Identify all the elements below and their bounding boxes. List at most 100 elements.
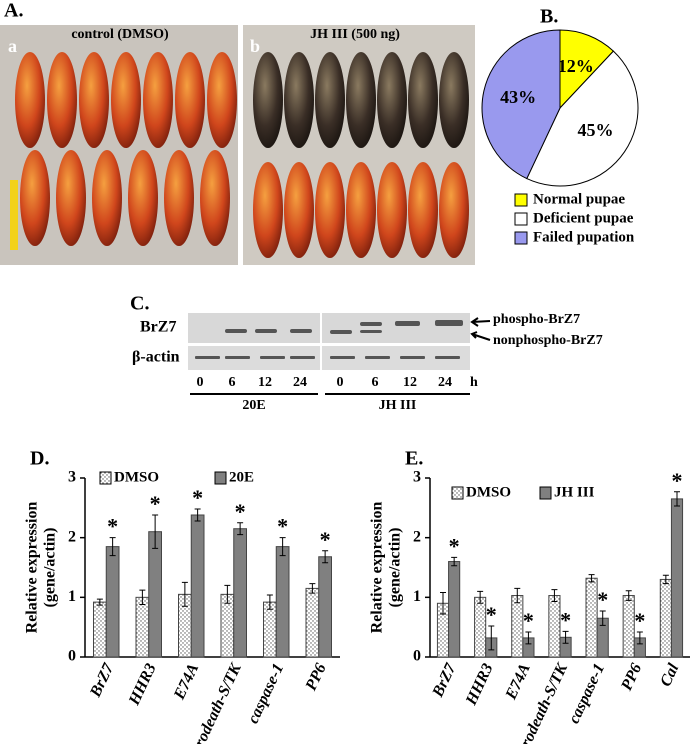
bar (585, 577, 598, 658)
error-bar (525, 631, 532, 645)
panel-label: C. (130, 293, 149, 315)
error-bar (266, 594, 273, 610)
x-tick-label: E74A (171, 661, 203, 703)
significance-mark: * (320, 527, 331, 552)
pupa (284, 162, 314, 258)
panel-label: D. (30, 448, 49, 470)
arrow (470, 317, 491, 341)
legend-swatch (99, 471, 112, 485)
pupa (175, 52, 205, 148)
significance-mark: * (235, 499, 246, 524)
x-tick-label: caspase-1 (566, 661, 608, 726)
lane-label: 24 (293, 375, 307, 390)
error-bar (451, 556, 458, 567)
significance-mark: * (192, 485, 203, 510)
bar (548, 595, 561, 658)
pupa (128, 150, 158, 246)
significance-mark: * (523, 608, 534, 633)
error-bar (562, 630, 569, 644)
scale-bar (10, 180, 18, 250)
legend-label: DMSO (114, 469, 159, 485)
y-tick-label: 1 (413, 588, 421, 605)
lane-label: 6 (372, 375, 379, 390)
y-tick-label: 2 (413, 528, 421, 545)
pupa (164, 150, 194, 246)
x-tick-label: caspase-1 (245, 661, 287, 726)
error-bar (440, 592, 446, 615)
y-axis-title: Relative expression (24, 502, 41, 634)
y-axis-title: (gene/actin) (387, 528, 404, 608)
y-tick-label: 1 (68, 588, 76, 605)
pupa (207, 52, 237, 148)
lane-label: 12 (258, 375, 272, 390)
panel-label: E. (405, 448, 423, 470)
pupa (346, 162, 376, 258)
bar (659, 578, 672, 658)
legend-swatch (214, 471, 227, 485)
error-bar (488, 625, 495, 651)
slice-label: 12% (558, 56, 594, 76)
legend-swatch (451, 486, 464, 500)
error-bar (96, 598, 103, 606)
error-bar (139, 589, 146, 605)
pupa (111, 52, 141, 148)
blot-bands (195, 320, 463, 359)
bar (305, 587, 320, 658)
blot-row: β-actin (132, 349, 180, 366)
x-tick-label: HHR3 (125, 661, 159, 709)
bar (148, 531, 162, 658)
legend-swatch (514, 212, 528, 226)
error-bar (152, 514, 159, 549)
legend-swatch (539, 486, 552, 500)
legend-label: Deficient pupae (533, 210, 634, 226)
bar (190, 514, 205, 658)
pupa (253, 52, 283, 148)
charts: B. 12% 45% 43% Normal pupae Deficient pupae Fa… (24, 6, 690, 744)
error-bar (279, 537, 286, 557)
error-bar (477, 590, 484, 604)
error-bar (237, 522, 244, 536)
y-axis-title: Relative expression (369, 502, 386, 634)
photo-letter: b (250, 36, 260, 56)
error-bar (588, 574, 595, 583)
unit-label: h (470, 375, 478, 390)
pupa (253, 162, 283, 258)
x-tick-label: HHR3 (462, 661, 496, 709)
legend-label: 20E (229, 469, 254, 485)
x-tick-label: PP6 (302, 661, 329, 694)
pupa (79, 52, 109, 148)
significance-mark: * (634, 608, 645, 633)
bar (233, 528, 247, 658)
pupae (15, 52, 469, 258)
significance-mark: * (107, 514, 118, 539)
bar (93, 601, 107, 658)
significance-mark: * (150, 491, 161, 516)
y-tick-label: 3 (68, 469, 76, 486)
bar (135, 596, 150, 658)
bar (275, 546, 290, 658)
group-label: 20E (242, 398, 265, 413)
legend-swatch (514, 231, 528, 245)
x-tick-label: BrZ7 (429, 660, 460, 700)
bar (474, 596, 487, 658)
pupa (200, 150, 230, 246)
lane-label: 0 (197, 375, 204, 390)
error-bar (599, 610, 606, 626)
lane-label: 0 (337, 375, 344, 390)
pupa (439, 52, 469, 148)
x-tick-label: PP6 (618, 661, 645, 694)
y-tick-label: 0 (413, 648, 421, 665)
x-tick-label: Cal (657, 661, 682, 690)
bar (448, 561, 461, 658)
pupa (15, 52, 45, 148)
pupa (284, 52, 314, 148)
error-bar (551, 589, 558, 603)
pupa (439, 162, 469, 258)
pupa (408, 162, 438, 258)
error-bar (662, 574, 669, 585)
lane-label: 12 (403, 375, 417, 390)
legend-label: DMSO (466, 484, 511, 500)
legend-label: JH III (554, 484, 595, 500)
error-bar (674, 491, 680, 507)
